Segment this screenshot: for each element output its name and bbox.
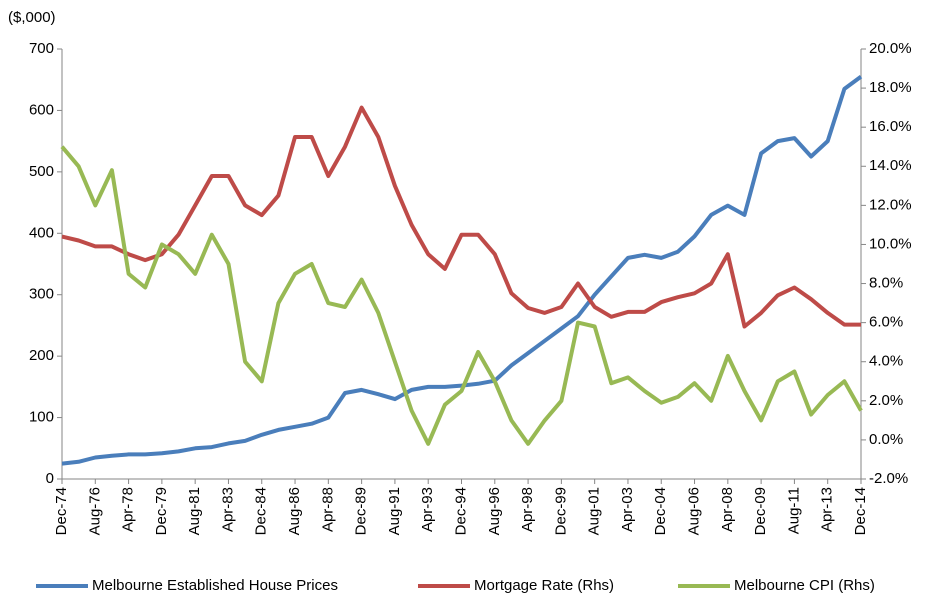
x-tick-label: Apr-93: [419, 487, 436, 532]
y2-tick-label: 12.0%: [869, 196, 912, 213]
x-tick-label: Dec-89: [353, 487, 370, 535]
x-tick-label: Apr-88: [319, 487, 336, 532]
x-tick-label: Aug-86: [286, 487, 303, 535]
x-tick-label: Apr-08: [719, 487, 736, 532]
y-tick-label: 400: [29, 224, 54, 241]
legend-label: Mortgage Rate (Rhs): [474, 577, 614, 594]
x-tick-label: Dec-09: [752, 487, 769, 535]
y2-tick-label: -2.0%: [869, 470, 908, 487]
legend-label: Melbourne Established House Prices: [92, 577, 338, 594]
x-tick-label: Apr-83: [219, 487, 236, 532]
y-tick-label: 500: [29, 163, 54, 180]
y2-tick-label: 18.0%: [869, 79, 912, 96]
series-line: [60, 145, 863, 446]
x-tick-label: Aug-01: [586, 487, 603, 535]
y-tick-label: 300: [29, 286, 54, 303]
x-tick-label: Dec-99: [552, 487, 569, 535]
y-axis-label: ($,000): [8, 9, 56, 26]
legend-label: Melbourne CPI (Rhs): [734, 577, 875, 594]
series-line: [61, 74, 863, 466]
y2-tick-label: 0.0%: [869, 431, 903, 448]
x-tick-label: Aug-06: [686, 487, 703, 535]
y-tick-label: 600: [29, 101, 54, 118]
y-tick-label: 200: [29, 347, 54, 364]
x-tick-label: Apr-03: [619, 487, 636, 532]
y2-tick-label: 2.0%: [869, 392, 903, 409]
y2-tick-label: 8.0%: [869, 275, 903, 292]
x-tick-label: Apr-78: [120, 487, 137, 532]
x-tick-label: Dec-84: [253, 487, 270, 535]
x-tick-label: Apr-98: [519, 487, 536, 532]
y2-tick-label: 16.0%: [869, 118, 912, 135]
x-tick-label: Dec-14: [852, 487, 869, 535]
y2-tick-label: 4.0%: [869, 353, 903, 370]
x-tick-label: Dec-94: [452, 487, 469, 535]
x-tick-label: Dec-04: [652, 487, 669, 535]
x-tick-label: Aug-81: [186, 487, 203, 535]
x-tick-label: Dec-74: [53, 487, 70, 535]
y2-tick-label: 10.0%: [869, 235, 912, 252]
x-tick-label: Aug-76: [86, 487, 103, 535]
x-tick-label: Aug-91: [386, 487, 403, 535]
y-tick-label: 100: [29, 409, 54, 426]
y-tick-label: 0: [46, 470, 54, 487]
y-tick-label: 700: [29, 40, 54, 57]
x-tick-label: Aug-96: [486, 487, 503, 535]
series-line: [61, 105, 861, 329]
x-tick-label: Dec-79: [153, 487, 170, 535]
x-tick-label: Aug-11: [785, 487, 802, 534]
y2-tick-label: 20.0%: [869, 40, 912, 57]
y2-tick-label: 14.0%: [869, 157, 912, 174]
y2-tick-label: 6.0%: [869, 314, 903, 331]
x-tick-label: Apr-13: [819, 487, 836, 532]
